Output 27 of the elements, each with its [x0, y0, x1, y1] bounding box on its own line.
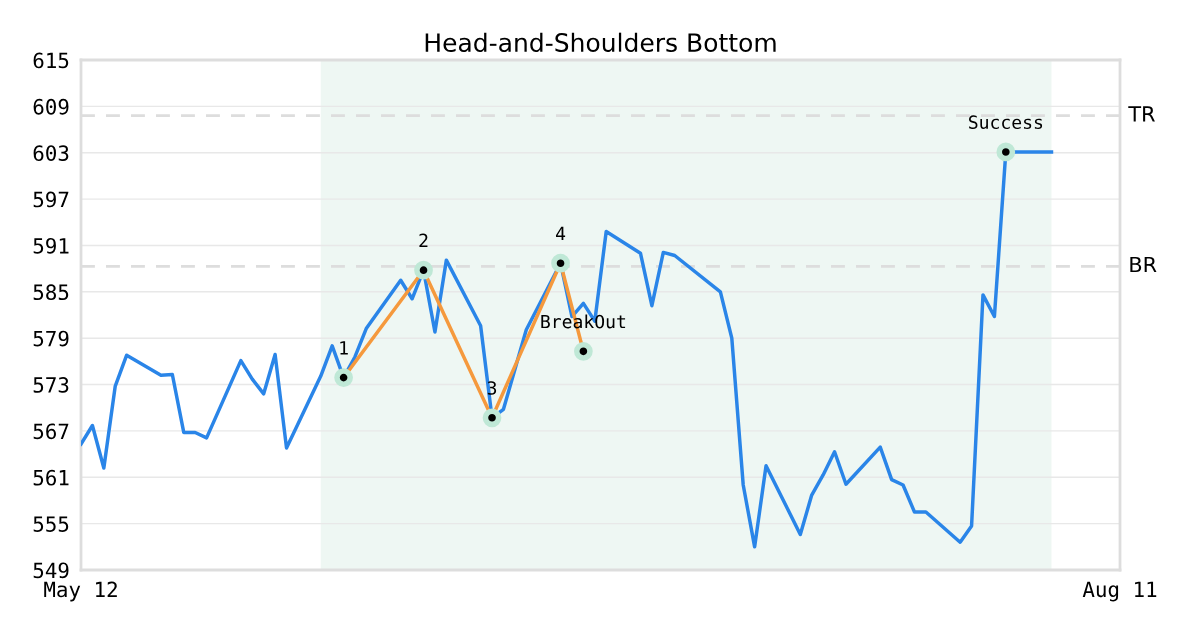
y-tick-label: 573 — [33, 377, 69, 393]
point — [996, 142, 1016, 162]
point — [334, 368, 353, 387]
y-tick-label: 585 — [33, 284, 69, 301]
chart-title: Head-and-Shoulders Bottom — [425, 32, 776, 53]
y-tick-label: 549 — [33, 562, 69, 579]
y-tick-label: 567 — [33, 423, 69, 440]
ref-line-label: TR — [1128, 106, 1155, 122]
point — [414, 260, 433, 280]
x-tick-label: May 12 — [44, 581, 117, 602]
y-tick-label: 591 — [33, 237, 69, 254]
point — [574, 341, 593, 361]
annotation: 1 — [340, 341, 348, 355]
y-tick-label: 579 — [33, 330, 69, 347]
annotation: Success — [969, 115, 1043, 130]
point — [482, 408, 502, 428]
y-tick-label: 603 — [33, 145, 69, 161]
ref-line-label: BR — [1130, 256, 1157, 273]
point — [551, 253, 570, 273]
x-tick-label: Aug 11 — [1082, 581, 1157, 602]
y-tick-label: 561 — [33, 469, 69, 486]
annotation: 2 — [419, 233, 428, 247]
annotation: 4 — [556, 226, 566, 241]
y-tick-label: 615 — [33, 52, 69, 69]
y-tick-label: 597 — [33, 191, 69, 208]
y-tick-label: 555 — [33, 516, 69, 532]
y-tick-label: 609 — [33, 98, 69, 115]
